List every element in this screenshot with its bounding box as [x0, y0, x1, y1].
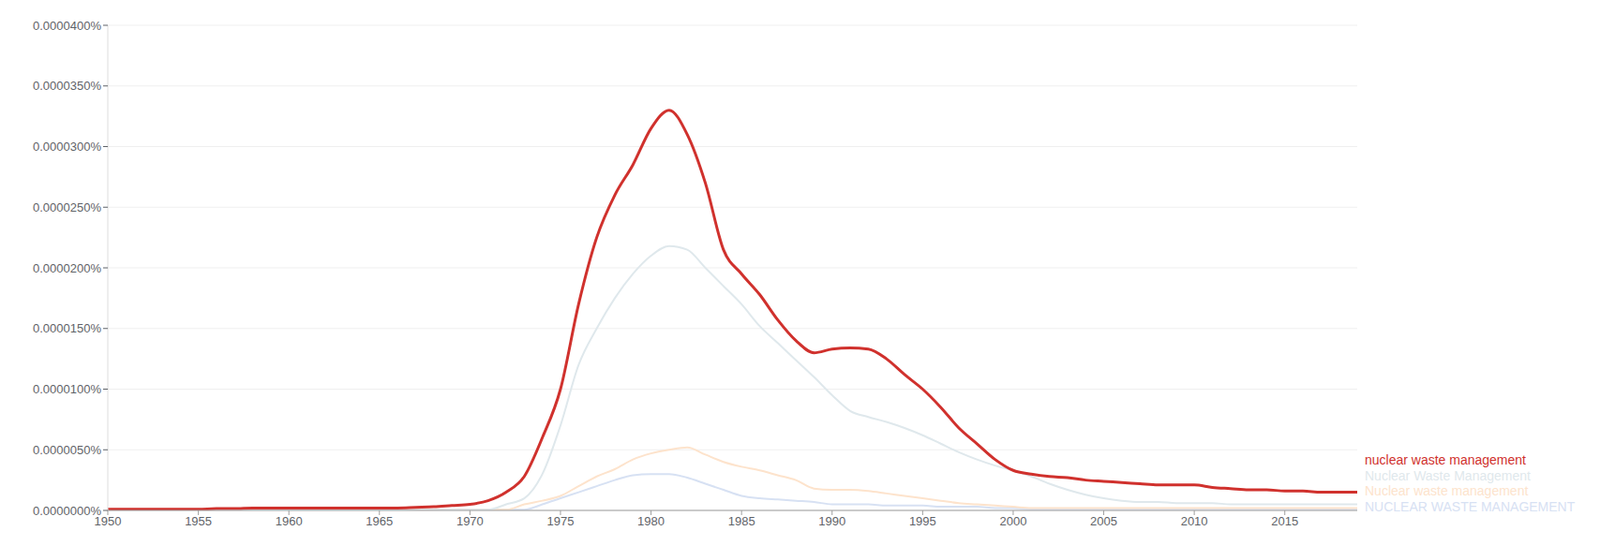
- svg-text:2015: 2015: [1271, 514, 1299, 529]
- svg-text:1995: 1995: [909, 514, 937, 529]
- svg-text:0.0000350%: 0.0000350%: [32, 78, 102, 93]
- svg-text:0.0000200%: 0.0000200%: [32, 261, 102, 276]
- html-text:Nuclear Waste Management: Nuclear Waste Management: [1364, 468, 1531, 484]
- svg-text:2005: 2005: [1090, 514, 1118, 529]
- svg-text:0.0000300%: 0.0000300%: [32, 139, 102, 154]
- svg-text:0.0000100%: 0.0000100%: [32, 382, 102, 397]
- html-text:nuclear waste management: nuclear waste management: [1364, 452, 1526, 468]
- svg-text:1990: 1990: [818, 514, 846, 529]
- svg-text:1950: 1950: [94, 514, 122, 529]
- svg-text:1960: 1960: [275, 514, 303, 529]
- svg-text:0.0000150%: 0.0000150%: [32, 321, 102, 336]
- svg-text:1970: 1970: [456, 514, 484, 529]
- svg-text:0.0000400%: 0.0000400%: [32, 18, 102, 33]
- svg-text:1980: 1980: [637, 514, 665, 529]
- html-text:Nuclear waste management: Nuclear waste management: [1364, 483, 1529, 499]
- svg-text:0.0000250%: 0.0000250%: [32, 200, 102, 215]
- svg-text:1985: 1985: [728, 514, 756, 529]
- svg-text:1975: 1975: [547, 514, 575, 529]
- svg-text:2000: 2000: [999, 514, 1027, 529]
- svg-text:2010: 2010: [1181, 514, 1209, 529]
- svg-text:1965: 1965: [365, 514, 393, 529]
- svg-text:1955: 1955: [184, 514, 212, 529]
- svg-text:0.0000000%: 0.0000000%: [32, 504, 102, 519]
- svg-text:0.0000050%: 0.0000050%: [32, 443, 102, 458]
- html-text:NUCLEAR WASTE MANAGEMENT: NUCLEAR WASTE MANAGEMENT: [1364, 499, 1575, 515]
